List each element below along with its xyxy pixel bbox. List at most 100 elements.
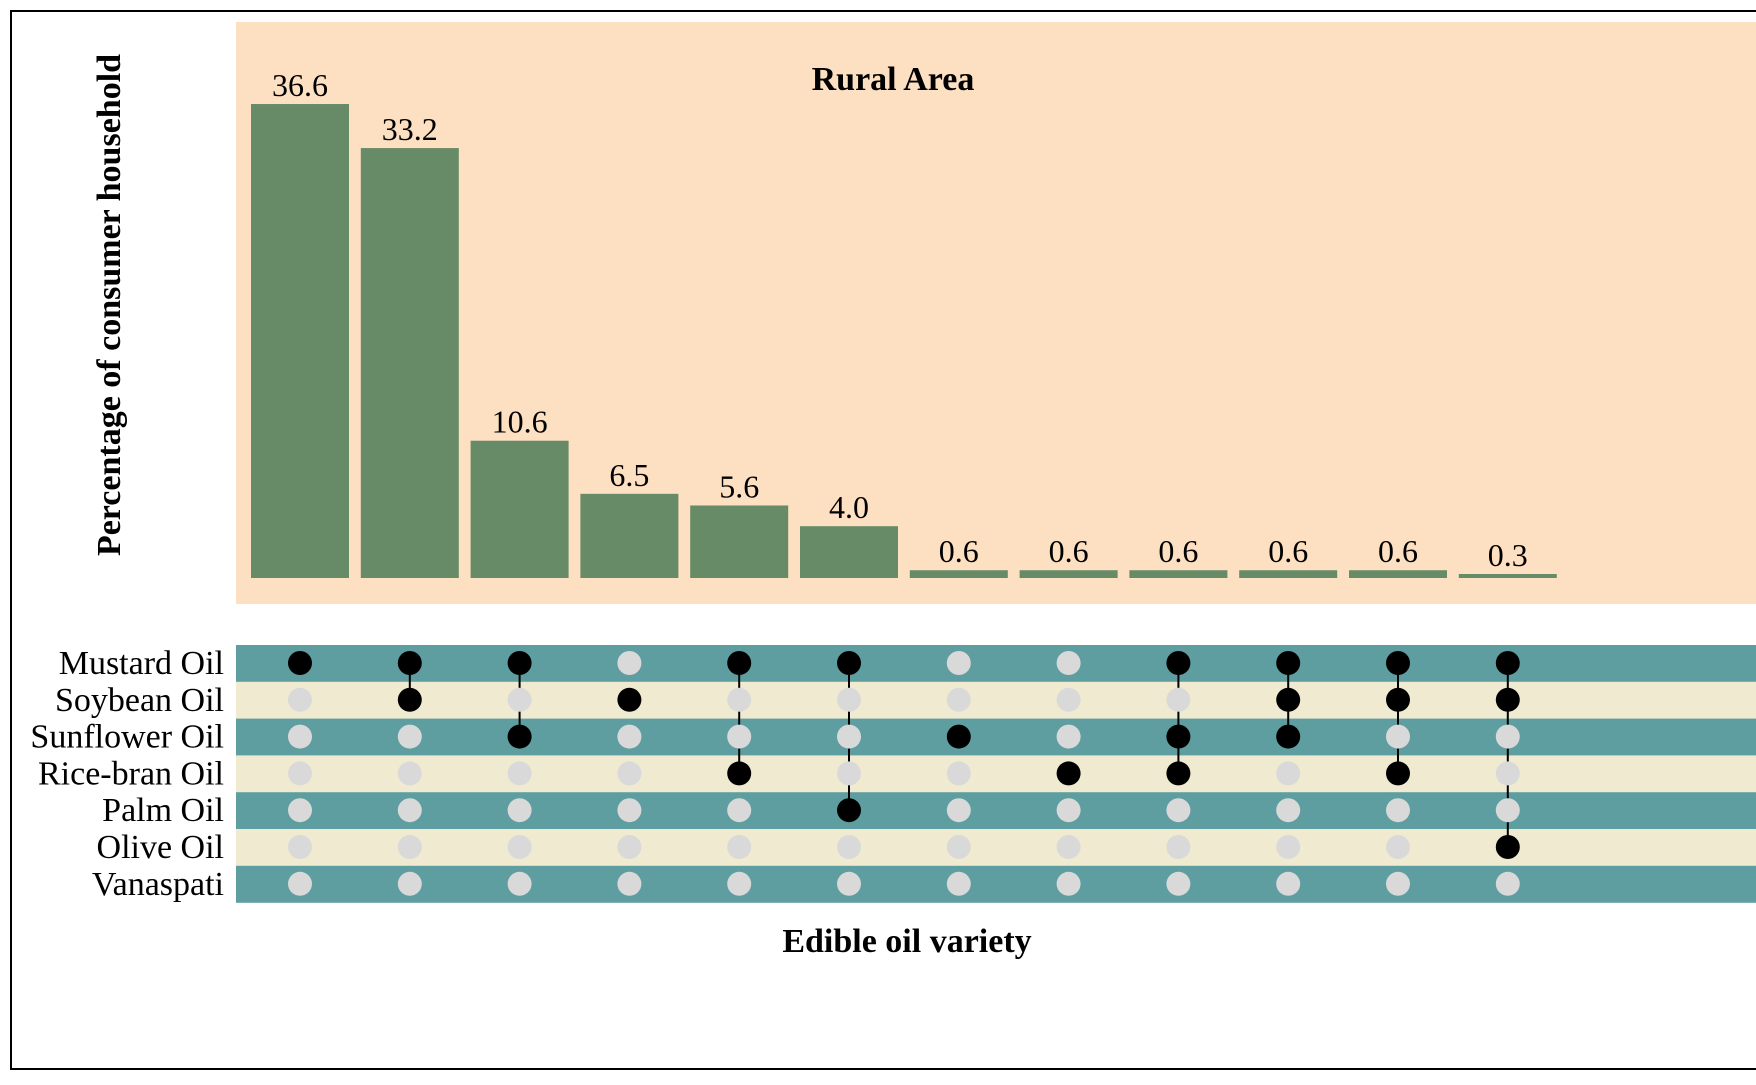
bar <box>1239 570 1338 578</box>
active-dot <box>288 651 312 675</box>
active-dot <box>837 651 861 675</box>
inactive-dot <box>1056 687 1081 712</box>
matrix-row-band <box>236 718 1756 756</box>
x-axis-label: Edible oil variety <box>782 923 1031 960</box>
active-dot <box>397 651 422 675</box>
inactive-dot <box>288 724 312 749</box>
matrix-row-band <box>236 829 1756 866</box>
inactive-dot <box>288 835 312 859</box>
bar <box>1019 570 1118 578</box>
active-dot <box>1276 687 1301 712</box>
matrix-row-band <box>236 865 1756 903</box>
inactive-dot <box>1056 835 1081 859</box>
y-axis-label: Percentage of consumer household <box>91 54 128 556</box>
bar <box>1458 574 1557 578</box>
active-dot <box>507 651 532 675</box>
inactive-dot <box>727 798 752 823</box>
bar <box>360 148 459 578</box>
bar-value-label: 0.6 <box>1158 533 1198 569</box>
inactive-dot <box>1386 835 1410 859</box>
inactive-dot <box>1056 798 1081 823</box>
bar <box>909 570 1008 578</box>
set-label: Sunflower Oil <box>30 719 224 756</box>
inactive-dot <box>946 651 971 675</box>
inactive-dot <box>1166 835 1191 859</box>
bar-value-label: 33.2 <box>382 111 438 147</box>
bar-value-label: 5.6 <box>719 468 759 504</box>
active-dot <box>1495 687 1520 712</box>
inactive-dot <box>946 761 971 786</box>
set-label: Palm Oil <box>102 792 224 829</box>
active-dot <box>617 687 642 712</box>
inactive-dot <box>727 687 752 712</box>
inactive-dot <box>507 835 532 859</box>
inactive-dot <box>1495 761 1520 786</box>
bar <box>1129 570 1228 578</box>
active-dot <box>1166 761 1191 786</box>
inactive-dot <box>507 761 532 786</box>
inactive-dot <box>288 761 312 786</box>
bar-value-label: 36.6 <box>272 67 328 103</box>
inactive-dot <box>837 724 861 749</box>
inactive-dot <box>1495 724 1520 749</box>
active-dot <box>1056 761 1081 786</box>
bar <box>580 493 679 578</box>
matrix-row-band <box>236 645 1756 682</box>
bar <box>1349 570 1447 578</box>
active-dot <box>1276 724 1301 749</box>
active-dot <box>1386 687 1410 712</box>
bar-value-label: 4.0 <box>829 489 869 525</box>
inactive-dot <box>1166 687 1191 712</box>
inactive-dot <box>946 871 971 896</box>
inactive-dot <box>1276 761 1301 786</box>
inactive-dot <box>1386 871 1410 896</box>
set-label: Mustard Oil <box>59 645 224 682</box>
bar-value-label: 10.6 <box>492 404 548 440</box>
inactive-dot <box>1386 798 1410 823</box>
inactive-dot <box>617 798 642 823</box>
inactive-dot <box>727 835 752 859</box>
inactive-dot <box>1276 798 1301 823</box>
active-dot <box>507 724 532 749</box>
inactive-dot <box>1495 871 1520 896</box>
active-dot <box>946 724 971 749</box>
inactive-dot <box>397 798 422 823</box>
set-label: Vanaspati <box>92 866 224 903</box>
matrix-row-band <box>236 755 1756 793</box>
active-dot <box>1166 651 1191 675</box>
inactive-dot <box>946 798 971 823</box>
active-dot <box>1386 761 1410 786</box>
inactive-dot <box>397 724 422 749</box>
inactive-dot <box>507 687 532 712</box>
active-dot <box>1495 651 1520 675</box>
inactive-dot <box>837 687 861 712</box>
bars-layer: 36.6 33.2 10.6 6.5 5.6 4.0 0.6 0.6 0.6 0.6 0.6 0.3 <box>251 67 1557 578</box>
inactive-dot <box>397 761 422 786</box>
inactive-dot <box>837 871 861 896</box>
chart-title: Rural Area <box>812 61 975 98</box>
active-dot <box>1495 835 1520 859</box>
inactive-dot <box>837 835 861 859</box>
inactive-dot <box>1166 871 1191 896</box>
active-dot <box>1276 651 1301 675</box>
inactive-dot <box>727 871 752 896</box>
active-dot <box>1386 651 1410 675</box>
bar-panel-background <box>236 22 1756 604</box>
matrix-row-band <box>236 681 1756 719</box>
matrix-row-band <box>236 792 1756 830</box>
inactive-dot <box>1056 651 1081 675</box>
inactive-dot <box>507 871 532 896</box>
bar <box>251 104 349 578</box>
inactive-dot <box>1495 798 1520 823</box>
bar <box>690 505 789 578</box>
inactive-dot <box>288 871 312 896</box>
inactive-dot <box>397 835 422 859</box>
bar-value-label: 6.5 <box>609 457 649 493</box>
bar <box>800 526 898 578</box>
bar-value-label: 0.6 <box>939 533 979 569</box>
active-dot <box>837 798 861 823</box>
figure-frame <box>10 10 1756 1070</box>
inactive-dot <box>288 798 312 823</box>
